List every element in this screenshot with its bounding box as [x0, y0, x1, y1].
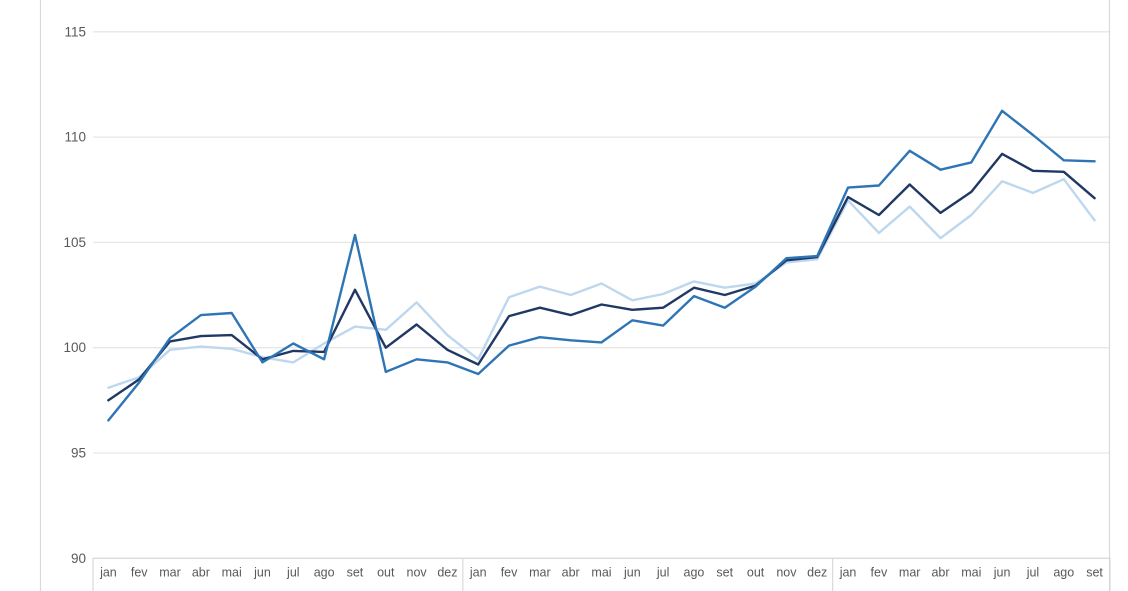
- light-blue-series-line: [107, 177, 1096, 389]
- month-label: dez: [807, 566, 827, 580]
- y-tick-label: 105: [63, 235, 86, 250]
- month-label: nov: [407, 566, 428, 580]
- month-label: jul: [656, 566, 670, 580]
- month-label: jan: [839, 566, 857, 580]
- month-label: set: [347, 566, 364, 580]
- month-label: abr: [931, 566, 949, 580]
- month-label: fev: [131, 566, 148, 580]
- month-label: abr: [562, 566, 580, 580]
- month-label: fev: [501, 566, 518, 580]
- month-label: mai: [591, 566, 611, 580]
- month-label: jun: [253, 566, 271, 580]
- y-tick-label: 115: [64, 24, 86, 39]
- month-label: mar: [899, 566, 921, 580]
- month-label: out: [377, 566, 395, 580]
- dark-navy-series-line: [107, 152, 1096, 402]
- month-label: fev: [871, 566, 888, 580]
- month-label: dez: [437, 566, 457, 580]
- month-label: set: [1086, 566, 1103, 580]
- month-label: ago: [314, 566, 335, 580]
- month-label: out: [747, 566, 765, 580]
- y-tick-label: 110: [64, 130, 86, 145]
- month-label: mai: [222, 566, 242, 580]
- month-label: abr: [192, 566, 210, 580]
- month-label: mar: [159, 566, 181, 580]
- month-label: nov: [776, 566, 797, 580]
- month-label: ago: [1053, 566, 1074, 580]
- y-tick-label: 100: [63, 340, 86, 355]
- month-label: jan: [99, 566, 117, 580]
- y-tick-label: 95: [71, 446, 86, 461]
- month-label: ago: [684, 566, 705, 580]
- month-label: jul: [1026, 566, 1040, 580]
- month-label: jun: [623, 566, 641, 580]
- month-label: mar: [529, 566, 551, 580]
- month-label: mai: [961, 566, 981, 580]
- month-label: jun: [993, 566, 1011, 580]
- month-label: set: [716, 566, 733, 580]
- month-label: jul: [286, 566, 300, 580]
- month-label: jan: [469, 566, 487, 580]
- y-tick-label: 90: [71, 551, 86, 566]
- medium-blue-series-line: [107, 109, 1096, 422]
